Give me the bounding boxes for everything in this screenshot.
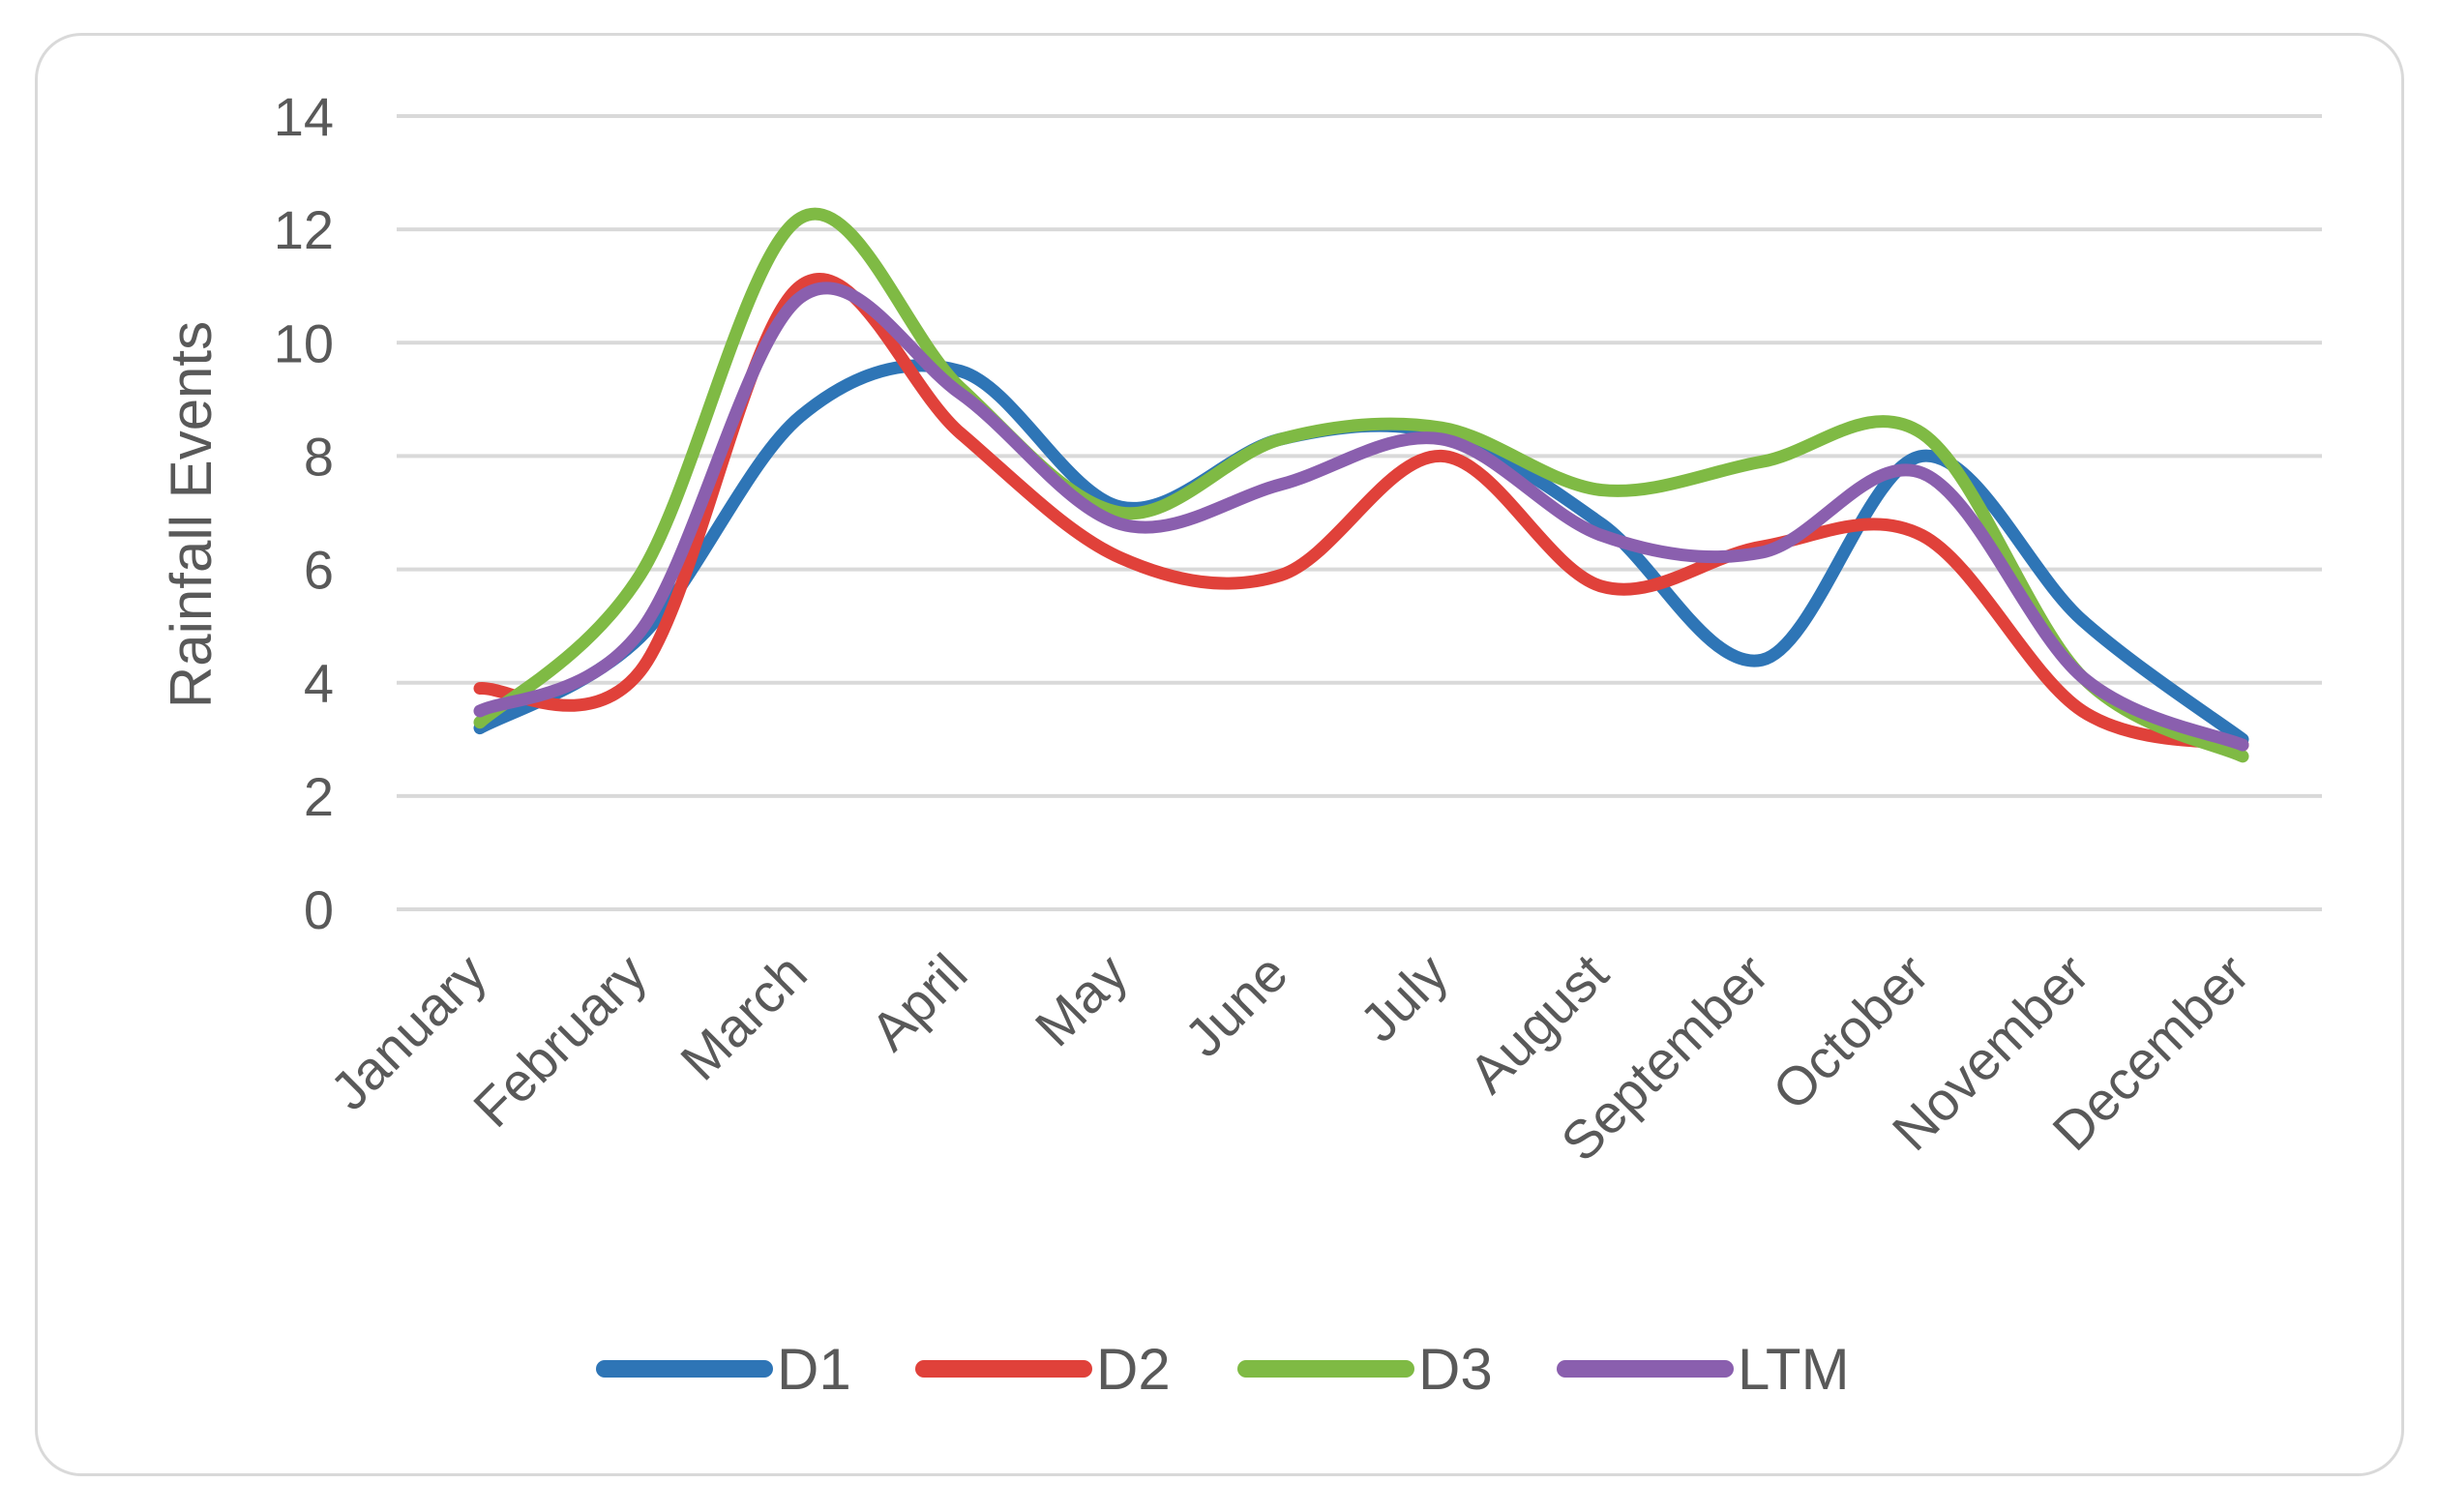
legend-label-d1: D1 xyxy=(777,1337,851,1402)
x-tick-label: June xyxy=(1173,942,1298,1068)
x-tick-label: August xyxy=(1457,942,1620,1105)
legend-label-ltm: LTM xyxy=(1738,1337,1850,1402)
y-tick-label: 10 xyxy=(274,312,334,373)
y-tick-label: 4 xyxy=(304,653,334,714)
series-line-d3 xyxy=(473,207,2249,763)
y-tick-label: 8 xyxy=(304,426,334,487)
x-tick-label: July xyxy=(1348,942,1459,1053)
series-lines xyxy=(473,207,2249,763)
legend-label-d3: D3 xyxy=(1418,1337,1493,1402)
series-line-ltm xyxy=(473,282,2249,752)
y-tick-label: 2 xyxy=(304,766,334,827)
x-tick-label: April xyxy=(859,942,979,1062)
legend: D1 D2 D3 LTM xyxy=(596,1337,1850,1402)
x-tick-label: February xyxy=(461,942,658,1139)
y-tick-label: 0 xyxy=(304,879,334,940)
x-tick-label: March xyxy=(669,942,818,1092)
y-tick-label: 14 xyxy=(274,86,334,147)
y-tick-label: 6 xyxy=(304,540,334,601)
y-tick-label: 12 xyxy=(274,199,334,260)
y-axis-ticks: 0 2 4 6 8 10 12 14 xyxy=(274,86,334,940)
chart-frame xyxy=(35,33,2404,1476)
y-axis-title: Rainfall Events xyxy=(159,321,223,708)
x-tick-label: May xyxy=(1024,942,1139,1057)
legend-label-d2: D2 xyxy=(1096,1337,1171,1402)
